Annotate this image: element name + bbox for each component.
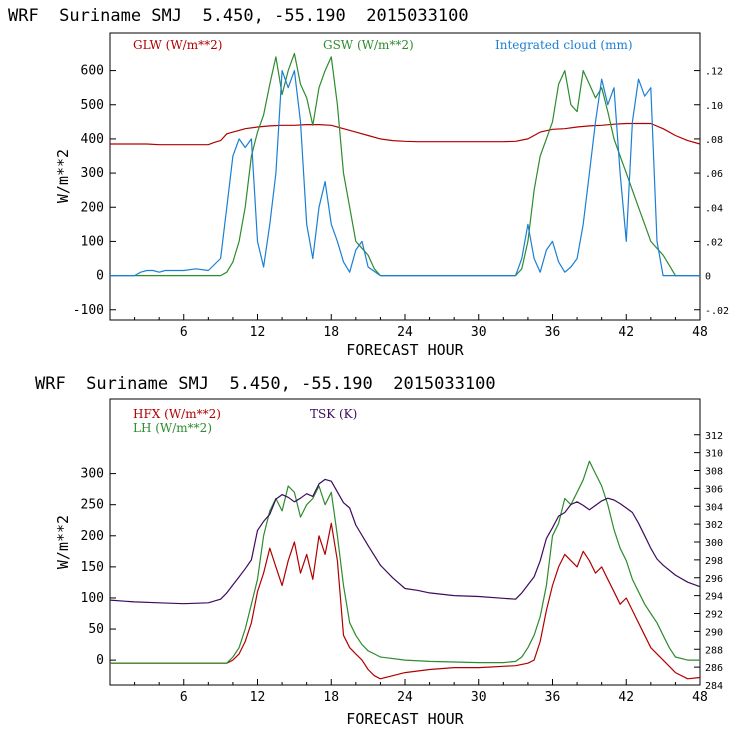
- legend-integrated-cloud: Integrated cloud (mm): [495, 38, 633, 52]
- bottom-y2-tick-label: 302: [705, 520, 723, 531]
- top-x-ticks: 6 12 18 24 30 36 42 48: [134, 314, 708, 340]
- bottom-y-tick-label: 100: [81, 591, 104, 606]
- bottom-y2-tick-label: 300: [705, 538, 723, 549]
- bottom-y2-tick-label: 298: [705, 556, 723, 567]
- bottom-y2-tick-label: 306: [705, 484, 723, 495]
- top-x-tick-label: 48: [692, 325, 708, 340]
- legend-hfx: HFX (W/m**2): [133, 407, 221, 421]
- bottom-chart: WRF Suriname SMJ 5.450, -55.190 20150331…: [35, 374, 723, 728]
- bottom-y-tick-label: 200: [81, 529, 104, 544]
- bottom-x-tick-label: 12: [250, 690, 266, 705]
- bottom-y-tick-label: 300: [81, 467, 104, 482]
- legend-glw: GLW (W/m**2): [133, 38, 222, 52]
- top-x-tick-label: 42: [618, 325, 634, 340]
- top-x-tick-label: 36: [545, 325, 561, 340]
- bottom-y2-tick-label: 294: [705, 592, 723, 603]
- bottom-x-tick-label: 42: [618, 690, 634, 705]
- bottom-y-tick-label: 50: [88, 622, 104, 637]
- bottom-series-lh-line: [110, 460, 700, 664]
- bottom-y-tick-label: 150: [81, 560, 104, 575]
- bottom-series-tsk-line: [109, 478, 701, 605]
- top-x-tick-label: 12: [250, 325, 266, 340]
- bottom-x-tick-label: 30: [471, 690, 487, 705]
- top-x-tick-label: 24: [397, 325, 413, 340]
- bottom-y2-tick-label: 284: [705, 681, 723, 692]
- bottom-y2-tick-label: 288: [705, 645, 723, 656]
- bottom-chart-header: WRF Suriname SMJ 5.450, -55.190 20150331…: [35, 374, 496, 394]
- bottom-y-tick-label: 0: [96, 653, 104, 668]
- bottom-x-tick-label: 24: [397, 690, 413, 705]
- top-y-axis-title: W/m**2: [54, 149, 72, 203]
- top-y-tick-label: 400: [81, 132, 104, 147]
- top-chart: WRF Suriname SMJ 5.450, -55.190 20150331…: [8, 6, 729, 359]
- bottom-y2-tick-label: 290: [705, 627, 723, 638]
- bottom-series-lines: [109, 460, 701, 680]
- top-x-tick-label: 6: [180, 325, 188, 340]
- top-y2-ticks: -.02 0 .02 .04 .06 .08 .10 .12: [694, 67, 729, 317]
- top-y2-tick-label: .06: [705, 169, 723, 180]
- top-y2-tick-label: .10: [705, 101, 723, 112]
- bottom-y-ticks: 0 50 100 150 200 250 300: [81, 467, 116, 668]
- bottom-x-tick-label: 6: [180, 690, 188, 705]
- bottom-x-axis-title: FORECAST HOUR: [346, 710, 464, 728]
- top-y2-tick-label: -.02: [705, 306, 729, 317]
- bottom-y2-ticks: 284 286 288 290 292 294 296 298 300 302 304 306 308 3…: [694, 431, 723, 692]
- top-chart-header: WRF Suriname SMJ 5.450, -55.190 20150331…: [8, 6, 469, 26]
- top-y2-tick-label: .02: [705, 237, 723, 248]
- top-y-tick-label: 200: [81, 200, 104, 215]
- top-y2-tick-label: .12: [705, 67, 723, 78]
- bottom-x-ticks: 6 12 18 24 30 36 42 48: [134, 679, 708, 705]
- top-x-axis-title: FORECAST HOUR: [346, 341, 464, 359]
- top-x-tick-label: 18: [323, 325, 339, 340]
- top-y-tick-label: -100: [73, 303, 104, 318]
- top-y-tick-label: 300: [81, 166, 104, 181]
- bottom-y-tick-label: 250: [81, 498, 104, 513]
- top-y-tick-label: 0: [96, 269, 104, 284]
- legend-tsk: TSK (K): [310, 407, 357, 421]
- top-y-ticks: -100 0 100 200 300 400 500 600: [73, 64, 116, 318]
- legend-gsw: GSW (W/m**2): [323, 38, 414, 52]
- top-y-tick-label: 500: [81, 98, 104, 113]
- bottom-x-tick-label: 48: [692, 690, 708, 705]
- top-x-tick-label: 30: [471, 325, 487, 340]
- top-y2-tick-label: 0: [705, 272, 711, 283]
- bottom-series-hfx-line: [110, 522, 701, 680]
- bottom-y2-tick-label: 296: [705, 574, 723, 585]
- bottom-y2-tick-label: 304: [705, 502, 723, 513]
- bottom-x-tick-label: 18: [323, 690, 339, 705]
- top-series-lines: [110, 52, 701, 277]
- bottom-y2-tick-label: 286: [705, 663, 723, 674]
- bottom-y2-tick-label: 292: [705, 610, 723, 621]
- top-y-tick-label: 600: [81, 64, 104, 79]
- bottom-x-tick-label: 36: [545, 690, 561, 705]
- bottom-y-axis-title: W/m**2: [54, 515, 72, 569]
- bottom-y2-tick-label: 310: [705, 449, 723, 460]
- top-y2-tick-label: .04: [705, 203, 723, 214]
- top-y-tick-label: 100: [81, 234, 104, 249]
- bottom-y2-tick-label: 308: [705, 467, 723, 478]
- top-y2-tick-label: .08: [705, 135, 723, 146]
- top-series-integrated-line: [110, 69, 700, 277]
- bottom-y2-tick-label: 312: [705, 431, 723, 442]
- legend-lh: LH (W/m**2): [133, 421, 212, 435]
